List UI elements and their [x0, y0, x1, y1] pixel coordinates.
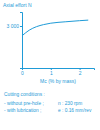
- y-axis: 3 000: [6, 13, 22, 69]
- marks: [22, 20, 88, 36]
- x-axis-title: Mc (% by mass): [40, 78, 76, 84]
- x-tick-label: 0: [21, 70, 24, 76]
- y-axis-line: [20, 13, 23, 69]
- x-tick: 1: [50, 68, 53, 76]
- y-tick-label: 3 000: [6, 23, 19, 29]
- x-tick-label: 2: [79, 70, 82, 76]
- y-tick: 3 000: [6, 23, 22, 29]
- x-tick: 2: [79, 68, 82, 76]
- annotation: - without pre-hole ;: [4, 101, 44, 106]
- annotation: - with lubrication ;: [4, 108, 41, 113]
- curve: [22, 20, 88, 36]
- x-tick-label: 1: [50, 70, 53, 76]
- x-axis-line: [23, 69, 95, 71]
- y-axis-title: Axial effort N: [3, 2, 32, 8]
- plot: 3 000 0 1 2: [6, 13, 94, 76]
- x-axis: 0 1 2: [21, 68, 94, 76]
- annotation: n : 230 rpm: [58, 101, 82, 106]
- x-tick: 0: [21, 68, 24, 76]
- annotation: Cutting conditions :: [4, 92, 45, 97]
- annotation: e : 0.16 mm/rev: [58, 108, 92, 113]
- chart: 3 000 0 1 2 Axial effort N Mc (% by mass) Cutt…: [0, 0, 100, 130]
- y-tick-mark: [20, 26, 22, 27]
